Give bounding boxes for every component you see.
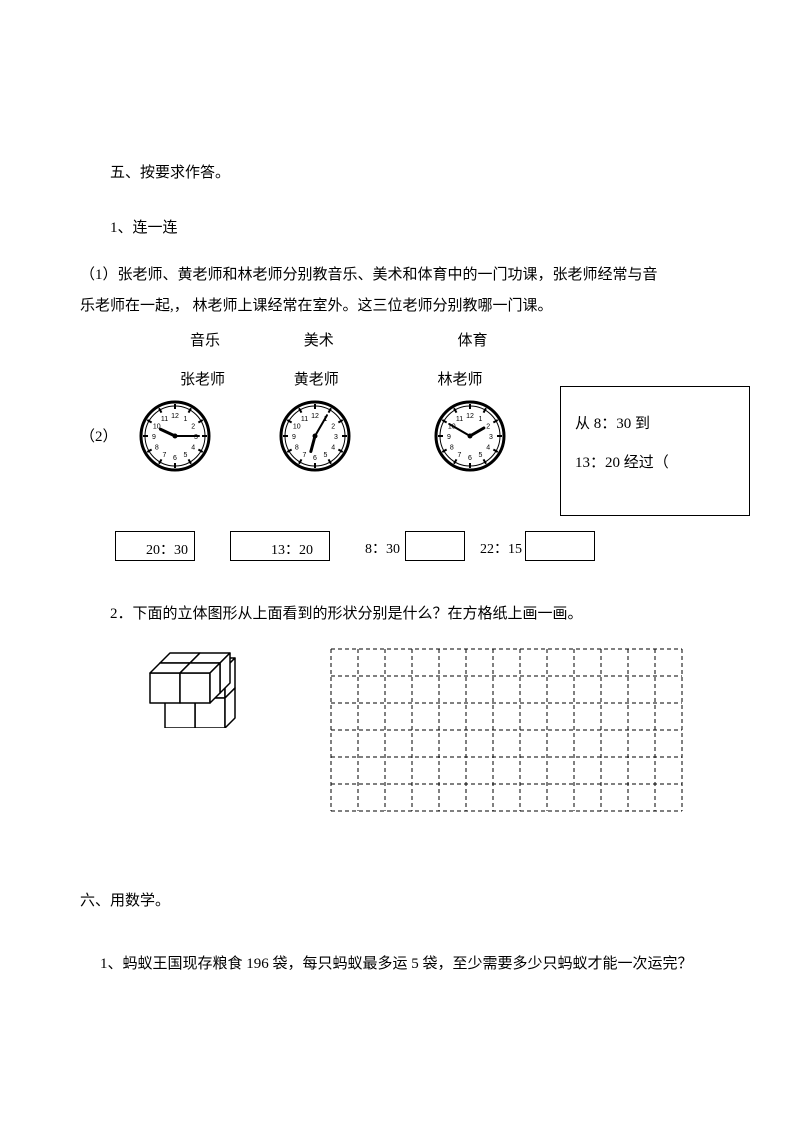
subjects-row: 音乐 美术 体育 — [190, 328, 720, 355]
teacher-zhang: 张老师 — [180, 367, 290, 394]
q6-1: 1、蚂蚁王国现存粮食 196 袋，每只蚂蚁最多运 5 袋，至少需要多少只蚂蚁才能… — [100, 943, 720, 985]
subject-pe: 体育 — [458, 328, 488, 355]
q1-label: 1、连一连 — [110, 215, 720, 242]
svg-text:9: 9 — [292, 434, 296, 441]
time-blank-4[interactable] — [525, 531, 595, 561]
teacher-lin: 林老师 — [438, 367, 483, 394]
svg-text:5: 5 — [324, 452, 328, 459]
subject-music: 音乐 — [190, 328, 300, 355]
svg-text:8: 8 — [155, 445, 159, 452]
clocks-row: （2） 121234567891011 121234567891011 1212… — [80, 396, 720, 486]
svg-text:4: 4 — [331, 445, 335, 452]
text-box-line1: 从 8：30 到 — [575, 405, 741, 444]
clock-3: 121234567891011 — [430, 396, 510, 476]
svg-text:7: 7 — [458, 452, 462, 459]
svg-text:12: 12 — [171, 413, 179, 420]
svg-text:11: 11 — [161, 416, 168, 423]
answer-grid[interactable] — [330, 648, 683, 822]
q1-p1-line2: 乐老师在一起,， 林老师上课经常在室外。这三位老师分别教哪一门课。 — [80, 293, 720, 320]
svg-text:9: 9 — [447, 434, 451, 441]
svg-text:8: 8 — [295, 445, 299, 452]
text-box-line2: 13：20 经过（ — [575, 444, 741, 483]
svg-text:1: 1 — [479, 416, 483, 423]
clock-1: 121234567891011 — [135, 396, 215, 476]
subject-art: 美术 — [304, 328, 454, 355]
time-question-box: 从 8：30 到 13：20 经过（ — [560, 386, 750, 516]
svg-text:11: 11 — [301, 416, 308, 423]
shapes-row — [140, 648, 720, 848]
svg-text:2: 2 — [191, 424, 195, 431]
svg-text:6: 6 — [313, 455, 317, 462]
svg-text:11: 11 — [456, 416, 463, 423]
shape-2 — [140, 648, 260, 728]
time-blank-2[interactable]: 13：20 — [230, 531, 330, 561]
svg-text:5: 5 — [479, 452, 483, 459]
section-5-title: 五、按要求作答。 — [110, 160, 720, 187]
time-label-3: 8：30 — [365, 537, 400, 562]
svg-text:8: 8 — [450, 445, 454, 452]
svg-text:6: 6 — [468, 455, 472, 462]
svg-text:7: 7 — [303, 452, 307, 459]
svg-text:9: 9 — [152, 434, 156, 441]
svg-text:3: 3 — [489, 434, 493, 441]
svg-text:7: 7 — [163, 452, 167, 459]
svg-text:12: 12 — [311, 413, 319, 420]
time-label-4: 22：15 — [480, 537, 522, 562]
q1-p2-label: （2） — [80, 424, 118, 451]
svg-text:3: 3 — [334, 434, 338, 441]
q1-p1-line1: （1）张老师、黄老师和林老师分别教音乐、美术和体育中的一门功课，张老师经常与音 — [80, 262, 720, 289]
time-blank-3[interactable] — [405, 531, 465, 561]
svg-text:4: 4 — [191, 445, 195, 452]
svg-text:2: 2 — [331, 424, 335, 431]
svg-text:4: 4 — [486, 445, 490, 452]
svg-text:12: 12 — [466, 413, 474, 420]
clock-2: 121234567891011 — [275, 396, 355, 476]
svg-text:10: 10 — [293, 424, 301, 431]
section-6-title: 六、用数学。 — [80, 888, 720, 915]
svg-text:1: 1 — [184, 416, 188, 423]
svg-text:2: 2 — [486, 424, 490, 431]
time-blank-1[interactable]: 20：30 — [115, 531, 195, 561]
q2-text: 2．下面的立体图形从上面看到的形状分别是什么？在方格纸上画一画。 — [110, 601, 720, 628]
svg-text:5: 5 — [184, 452, 188, 459]
svg-text:6: 6 — [173, 455, 177, 462]
times-row: 20：30 13：20 8：30 22：15 — [80, 531, 720, 571]
teacher-huang: 黄老师 — [294, 367, 434, 394]
